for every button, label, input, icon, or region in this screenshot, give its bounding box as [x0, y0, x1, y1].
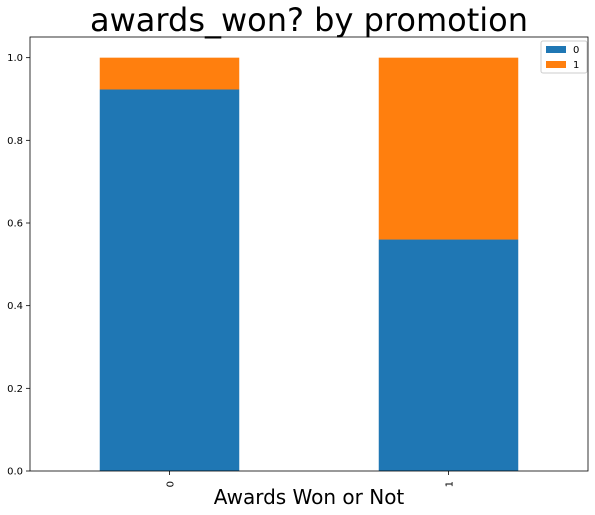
bar-1-series-1 [379, 58, 519, 240]
legend-swatch-1 [546, 61, 566, 68]
legend-box [541, 41, 587, 73]
x-tick-label: 0 [166, 481, 177, 487]
bar-1-series-0 [379, 240, 519, 471]
plot-area: 0 10.00.20.40.60.81.0 [7, 37, 588, 487]
y-tick-label: 1.0 [7, 53, 23, 64]
y-tick-label: 0.4 [7, 301, 23, 312]
bar-0-series-0 [100, 89, 240, 471]
legend-swatch-0 [546, 46, 566, 53]
legend-label-1: 1 [573, 60, 579, 71]
y-tick-label: 0.8 [7, 136, 23, 147]
bar-0-series-1 [100, 58, 240, 90]
legend-label-0: 0 [573, 45, 579, 56]
y-tick-label: 0.0 [7, 467, 23, 478]
y-tick-label: 0.6 [7, 219, 23, 230]
x-axis-label: Awards Won or Not [214, 485, 405, 509]
x-tick-label: 1 [445, 481, 456, 487]
chart-title: awards_won? by promotion [90, 1, 528, 39]
y-tick-label: 0.2 [7, 384, 23, 395]
legend: 01 [541, 41, 587, 73]
